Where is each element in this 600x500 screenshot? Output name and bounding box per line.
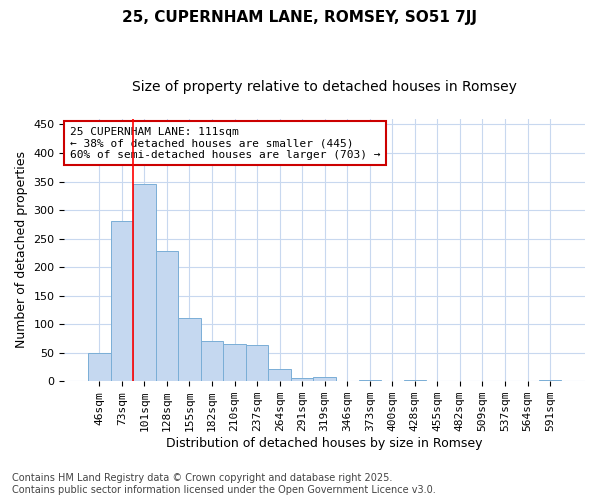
Text: 25, CUPERNHAM LANE, ROMSEY, SO51 7JJ: 25, CUPERNHAM LANE, ROMSEY, SO51 7JJ — [122, 10, 478, 25]
Bar — [155, 251, 178, 381]
Text: 25 CUPERNHAM LANE: 111sqm
← 38% of detached houses are smaller (445)
60% of semi: 25 CUPERNHAM LANE: 111sqm ← 38% of detac… — [70, 126, 380, 160]
Bar — [246, 346, 268, 381]
Bar — [133, 184, 155, 381]
Bar — [110, 222, 133, 381]
Bar — [359, 380, 381, 381]
Bar — [539, 380, 562, 381]
Bar — [268, 368, 291, 381]
X-axis label: Distribution of detached houses by size in Romsey: Distribution of detached houses by size … — [166, 437, 483, 450]
Title: Size of property relative to detached houses in Romsey: Size of property relative to detached ho… — [132, 80, 517, 94]
Bar — [223, 344, 246, 381]
Y-axis label: Number of detached properties: Number of detached properties — [15, 152, 28, 348]
Text: Contains HM Land Registry data © Crown copyright and database right 2025.
Contai: Contains HM Land Registry data © Crown c… — [12, 474, 436, 495]
Bar — [313, 377, 336, 381]
Bar — [178, 318, 201, 381]
Bar — [291, 378, 313, 381]
Bar — [88, 352, 110, 381]
Bar — [404, 380, 426, 381]
Bar — [201, 342, 223, 381]
